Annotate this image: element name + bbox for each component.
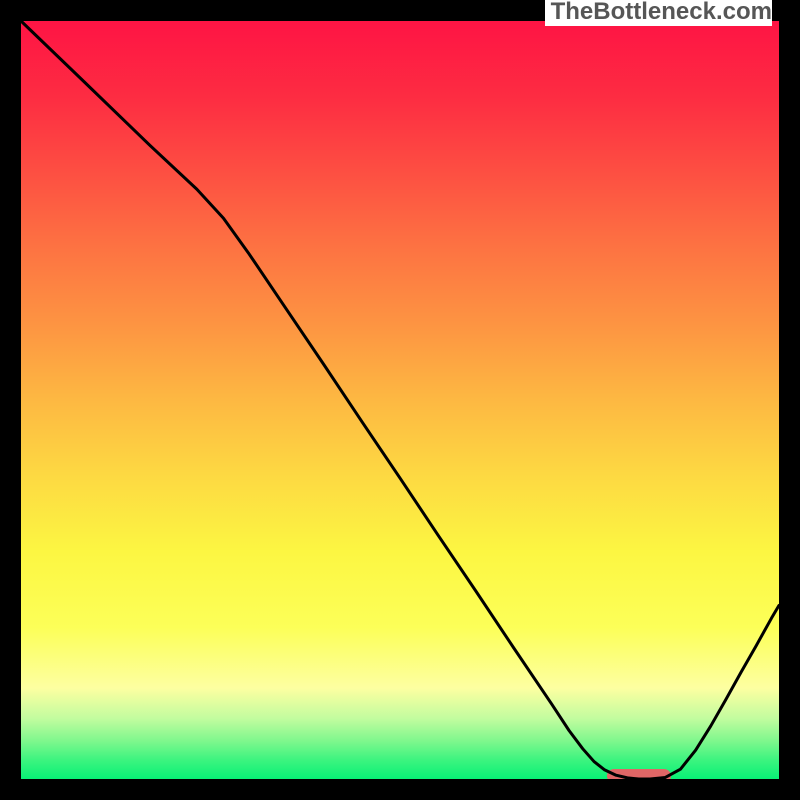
frame-border-left <box>0 0 21 800</box>
curve-line <box>21 21 779 779</box>
watermark-text: TheBottleneck.com <box>545 0 772 26</box>
chart-frame: TheBottleneck.com <box>0 0 800 800</box>
plot-area <box>21 21 779 779</box>
frame-border-bottom <box>0 779 800 800</box>
frame-border-right <box>779 0 800 800</box>
